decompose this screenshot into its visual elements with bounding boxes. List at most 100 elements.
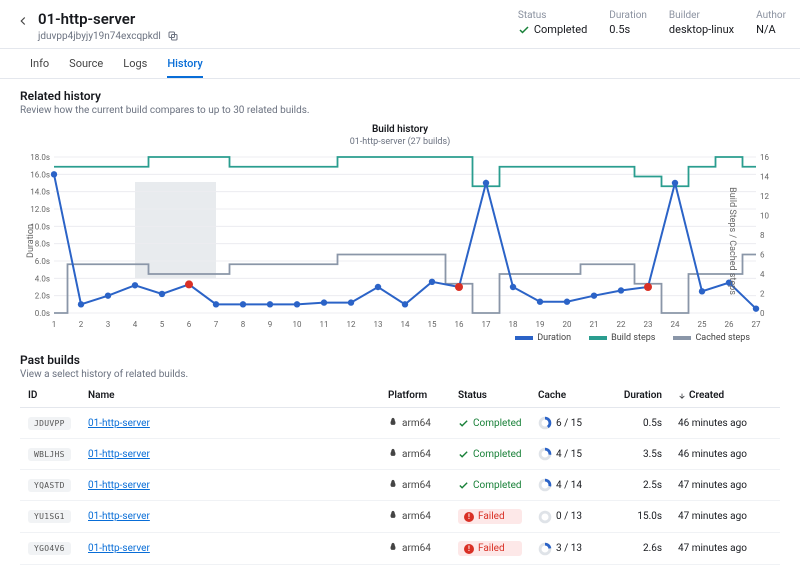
build-name-link[interactable]: 01-http-server — [88, 449, 150, 460]
table-row[interactable]: YU1SG101-http-serverarm64!Failed0 / 1315… — [20, 501, 780, 533]
history-chart[interactable]: 18.0s16.0s14.0s12.0s10.0s8.0s6.0s4.0s2.0… — [20, 151, 780, 331]
svg-text:26: 26 — [725, 320, 734, 329]
legend-duration: Duration — [537, 333, 571, 343]
col-platform[interactable]: Platform — [380, 384, 450, 408]
tab-info[interactable]: Info — [30, 57, 49, 78]
cache-donut-icon — [538, 447, 552, 461]
svg-text:0.0s: 0.0s — [35, 309, 50, 318]
tab-source[interactable]: Source — [69, 57, 103, 78]
copy-icon[interactable] — [167, 30, 179, 42]
col-cache[interactable]: Cache — [530, 384, 600, 408]
svg-text:6.0s: 6.0s — [35, 257, 50, 266]
svg-text:17: 17 — [482, 320, 491, 329]
chart-section: Build history 01-http-server (27 builds)… — [0, 120, 800, 343]
status-label: Status — [518, 10, 587, 21]
linux-icon — [388, 448, 398, 461]
build-name-link[interactable]: 01-http-server — [88, 511, 150, 522]
status-failed: !Failed — [458, 541, 522, 556]
build-name-link[interactable]: 01-http-server — [88, 543, 150, 554]
cache-cell: 4 / 14 — [538, 478, 592, 492]
svg-text:12: 12 — [347, 320, 356, 329]
col-duration[interactable]: Duration — [600, 384, 670, 408]
svg-text:3: 3 — [106, 320, 111, 329]
svg-text:22: 22 — [617, 320, 626, 329]
legend-build: Build steps — [611, 333, 655, 343]
duration-value: 0.5s — [609, 23, 647, 36]
cache-cell: 3 / 13 — [538, 542, 592, 556]
chart-subtitle: 01-http-server (27 builds) — [20, 137, 780, 147]
duration-label: Duration — [609, 10, 647, 21]
cache-cell: 0 / 13 — [538, 510, 592, 524]
svg-text:12: 12 — [760, 192, 769, 201]
svg-text:5: 5 — [160, 320, 165, 329]
builder-value: desktop-linux — [669, 23, 734, 36]
author-label: Author — [756, 10, 786, 21]
svg-text:13: 13 — [374, 320, 383, 329]
col-created[interactable]: Created — [670, 384, 780, 408]
header-meta: Status Completed Duration 0.5s Builder d… — [518, 10, 786, 36]
table-row[interactable]: WBLJHS01-http-serverarm64Completed4 / 15… — [20, 439, 780, 470]
builder-label: Builder — [669, 10, 734, 21]
chart-legend: Duration Build steps Cached steps — [20, 333, 780, 343]
svg-text:4: 4 — [760, 270, 765, 279]
cache-cell: 6 / 15 — [538, 416, 592, 430]
related-subtitle: Review how the current build compares to… — [20, 105, 780, 116]
chart-area[interactable]: Duration Build Steps / Cached steps 18.0… — [20, 151, 780, 331]
table-row[interactable]: YGO4V601-http-serverarm64!Failed3 / 132.… — [20, 533, 780, 565]
build-name-link[interactable]: 01-http-server — [88, 480, 150, 491]
svg-text:14: 14 — [401, 320, 410, 329]
svg-text:25: 25 — [698, 320, 707, 329]
linux-icon — [388, 417, 398, 430]
svg-text:24: 24 — [671, 320, 680, 329]
table-row[interactable]: JDUVPP01-http-serverarm64Completed6 / 15… — [20, 408, 780, 439]
build-id-badge[interactable]: JDUVPP — [28, 417, 71, 430]
svg-text:8: 8 — [760, 231, 765, 240]
build-id-badge[interactable]: YQASTD — [28, 479, 71, 492]
past-builds-table: ID Name Platform Status Cache Duration C… — [20, 384, 780, 565]
duration-cell: 2.5s — [600, 470, 670, 501]
svg-text:4.0s: 4.0s — [35, 274, 50, 283]
col-status[interactable]: Status — [450, 384, 530, 408]
linux-icon — [388, 479, 398, 492]
error-icon: ! — [464, 544, 474, 554]
svg-text:18.0s: 18.0s — [30, 153, 50, 162]
table-row[interactable]: YQASTD01-http-serverarm64Completed4 / 14… — [20, 470, 780, 501]
past-title: Past builds — [20, 353, 780, 367]
platform-cell: arm64 — [388, 479, 442, 492]
cache-donut-icon — [538, 478, 552, 492]
col-id[interactable]: ID — [20, 384, 80, 408]
chart-title: Build history — [20, 124, 780, 135]
back-button[interactable] — [14, 12, 32, 30]
author-value: N/A — [756, 23, 786, 36]
platform-cell: arm64 — [388, 448, 442, 461]
svg-text:11: 11 — [320, 320, 329, 329]
col-name[interactable]: Name — [80, 384, 380, 408]
svg-text:7: 7 — [214, 320, 219, 329]
legend-swatch-build — [589, 336, 607, 340]
svg-text:23: 23 — [644, 320, 653, 329]
y-axis-right-label: Build Steps / Cached steps — [727, 187, 737, 295]
tab-history[interactable]: History — [167, 57, 202, 78]
svg-text:6: 6 — [760, 251, 765, 260]
build-name-link[interactable]: 01-http-server — [88, 418, 150, 429]
past-builds-section: Past builds View a select history of rel… — [0, 343, 800, 569]
linux-icon — [388, 510, 398, 523]
status-completed: Completed — [458, 418, 522, 429]
svg-text:2: 2 — [760, 290, 765, 299]
tab-logs[interactable]: Logs — [123, 57, 147, 78]
build-id-badge[interactable]: WBLJHS — [28, 448, 71, 461]
duration-cell: 0.5s — [600, 408, 670, 439]
tabs: Info Source Logs History — [0, 49, 800, 79]
svg-text:12.0s: 12.0s — [30, 205, 50, 214]
build-id-badge[interactable]: YGO4V6 — [28, 542, 71, 555]
platform-cell: arm64 — [388, 510, 442, 523]
sort-desc-icon — [678, 392, 686, 400]
svg-text:2.0s: 2.0s — [35, 292, 50, 301]
created-cell: 47 minutes ago — [670, 470, 780, 501]
svg-text:10: 10 — [293, 320, 302, 329]
legend-swatch-cached — [673, 336, 691, 340]
svg-text:27: 27 — [752, 320, 761, 329]
build-id-badge[interactable]: YU1SG1 — [28, 510, 71, 523]
svg-text:16: 16 — [455, 320, 464, 329]
duration-cell: 3.5s — [600, 439, 670, 470]
